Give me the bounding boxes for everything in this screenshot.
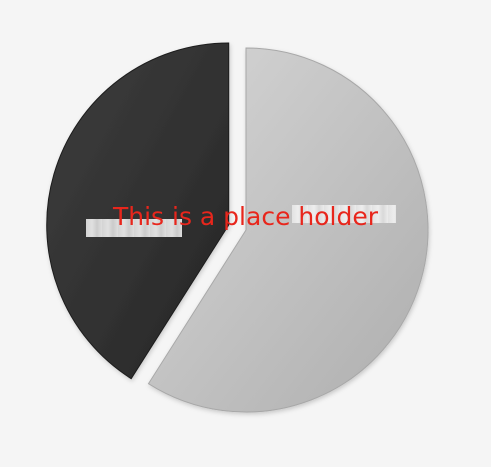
- placeholder-text: This is a place holder: [112, 202, 379, 231]
- pie-slice-1: [147, 47, 429, 413]
- slice-label-left: [86, 219, 182, 237]
- slice-label-right: [292, 205, 396, 223]
- pie-slice-2: [46, 42, 230, 380]
